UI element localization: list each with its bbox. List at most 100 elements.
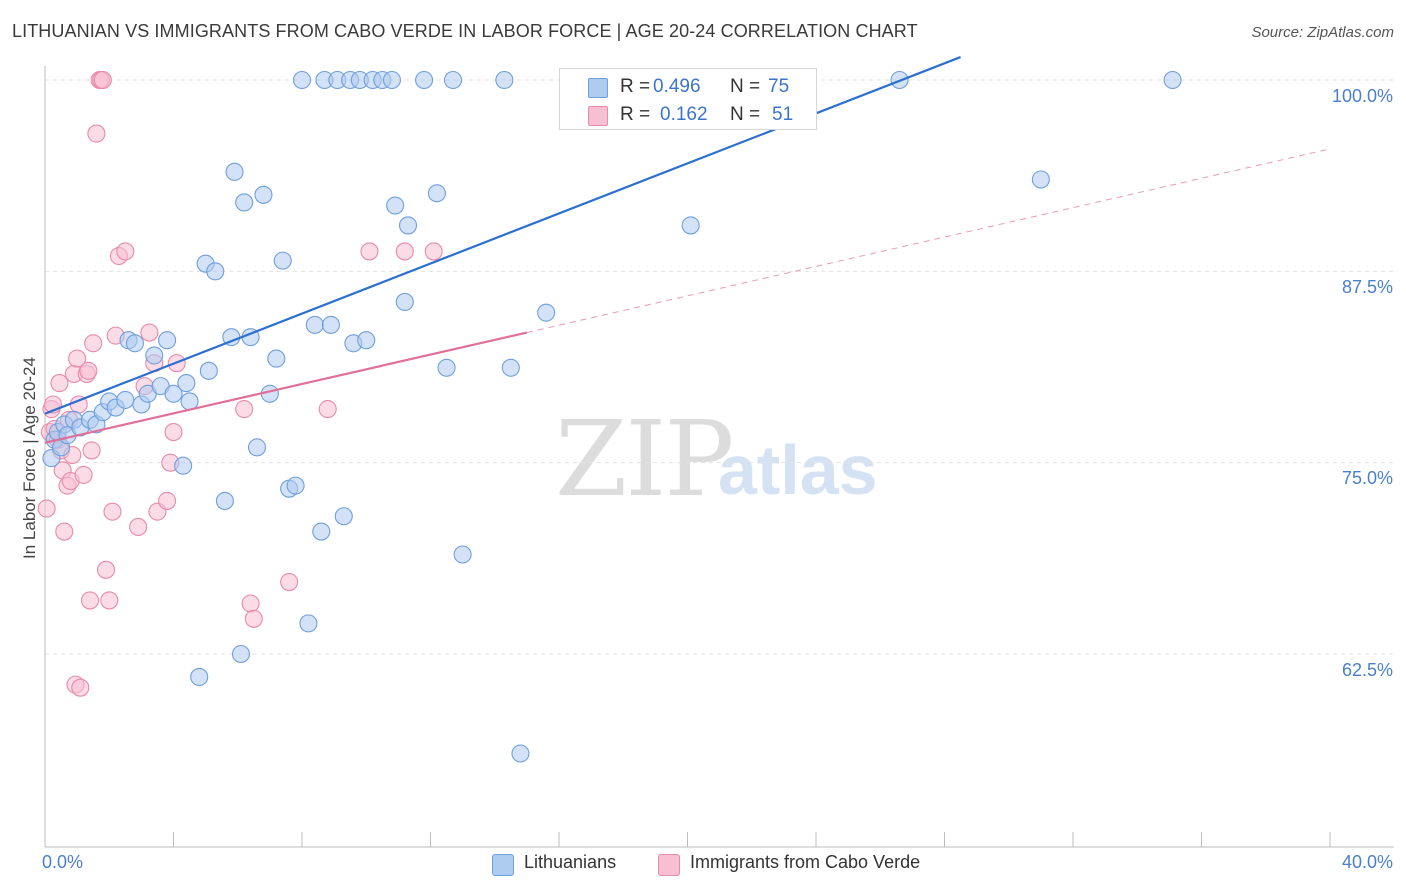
pink-data-point bbox=[87, 124, 106, 143]
stats-row-blue: R = 0.496 N = 75 bbox=[560, 73, 816, 101]
blue-data-point bbox=[145, 346, 164, 365]
blue-data-point bbox=[321, 315, 340, 334]
blue-data-point bbox=[386, 196, 405, 215]
legend-pink-swatch bbox=[658, 854, 680, 876]
pink-data-point bbox=[71, 678, 90, 697]
blue-data-point bbox=[231, 644, 251, 664]
pink-r-value: 0.162 bbox=[660, 104, 708, 125]
gridlines bbox=[45, 79, 1394, 655]
blue-data-point bbox=[199, 361, 218, 380]
legend-label-lithuanians: Lithuanians bbox=[524, 852, 617, 872]
blue-data-point bbox=[116, 390, 135, 409]
pink-data-point bbox=[244, 609, 263, 628]
blue-data-point bbox=[273, 251, 292, 270]
blue-data-point bbox=[453, 545, 472, 564]
axes bbox=[44, 66, 1394, 848]
pink-data-point bbox=[424, 242, 443, 261]
chart-title: LITHUANIAN VS IMMIGRANTS FROM CABO VERDE… bbox=[12, 21, 918, 41]
blue-data-point bbox=[125, 334, 144, 353]
pink-data-point bbox=[84, 334, 103, 353]
pink-data-point bbox=[164, 423, 183, 442]
blue-series-points bbox=[42, 70, 1182, 763]
blue-data-point bbox=[334, 507, 353, 526]
blue-data-point bbox=[164, 384, 183, 403]
watermark-zip: ZIP bbox=[555, 398, 734, 520]
blue-data-point bbox=[427, 184, 446, 203]
y-tick-label-87-5: 87.5% bbox=[1341, 277, 1393, 297]
blue-data-point bbox=[267, 349, 286, 368]
blue-data-point bbox=[225, 162, 244, 181]
source-credit: Source: ZipAtlas.com bbox=[1251, 24, 1394, 41]
blue-data-point bbox=[443, 70, 463, 90]
blue-data-point bbox=[254, 185, 273, 204]
blue-data-point bbox=[415, 70, 434, 90]
blue-data-point bbox=[174, 456, 193, 475]
pink-data-point bbox=[50, 374, 69, 393]
pink-series-points bbox=[37, 70, 443, 697]
blue-data-point bbox=[501, 358, 520, 377]
pink-n-value: 51 bbox=[772, 104, 794, 125]
pink-trend-extension bbox=[526, 148, 1331, 334]
blue-data-point bbox=[681, 216, 700, 235]
pink-data-point bbox=[103, 502, 122, 521]
pink-data-point bbox=[395, 242, 414, 261]
y-tick-label-75: 75.0% bbox=[1341, 468, 1393, 488]
blue-data-point bbox=[398, 216, 418, 235]
pink-trend-line bbox=[44, 331, 528, 444]
pink-data-point bbox=[74, 465, 93, 484]
r-label: R = bbox=[620, 104, 651, 125]
blue-data-point bbox=[158, 331, 177, 350]
blue-data-point bbox=[495, 70, 514, 90]
y-tick-label-62-5: 62.5% bbox=[1341, 660, 1393, 680]
pink-data-point bbox=[158, 491, 177, 510]
watermark-atlas: atlas bbox=[718, 431, 878, 509]
n-label: N = bbox=[730, 104, 761, 125]
y-tick-label-100: 100.0% bbox=[1331, 86, 1393, 106]
legend-label-cabo-verde: Immigrants from Cabo Verde bbox=[690, 852, 921, 872]
x-tick-label-min: 0.0% bbox=[42, 852, 84, 872]
pink-data-point bbox=[241, 594, 260, 613]
blue-data-point bbox=[537, 303, 556, 322]
stats-box: R = 0.496 N = 75 R = 0.162 N = 51 bbox=[559, 68, 817, 130]
blue-data-point bbox=[190, 667, 209, 687]
pink-data-point bbox=[116, 242, 135, 261]
pink-data-point bbox=[129, 517, 148, 537]
blue-data-point bbox=[312, 522, 331, 541]
blue-data-point bbox=[437, 358, 456, 377]
blue-data-point bbox=[247, 438, 267, 457]
pink-data-point bbox=[140, 323, 159, 342]
pink-data-point bbox=[360, 242, 379, 261]
blue-data-point bbox=[382, 70, 402, 90]
r-label: R = bbox=[620, 76, 651, 97]
blue-data-point bbox=[1031, 170, 1050, 189]
blue-swatch bbox=[588, 78, 608, 98]
blue-data-point bbox=[305, 315, 324, 334]
pink-data-point bbox=[318, 400, 337, 419]
pink-data-point bbox=[93, 70, 112, 90]
blue-trend-line bbox=[44, 56, 961, 415]
blue-data-point bbox=[292, 70, 312, 90]
blue-n-value: 75 bbox=[768, 76, 790, 97]
blue-data-point bbox=[235, 193, 254, 212]
blue-data-point bbox=[357, 331, 376, 350]
pink-data-point bbox=[280, 573, 299, 592]
blue-r-value: 0.496 bbox=[653, 76, 701, 97]
legend-blue-swatch bbox=[492, 854, 514, 876]
pink-data-point bbox=[82, 441, 101, 460]
pink-data-point bbox=[37, 499, 56, 518]
blue-data-point bbox=[395, 292, 414, 311]
pink-swatch bbox=[588, 106, 608, 126]
pink-data-point bbox=[80, 591, 100, 610]
blue-data-point bbox=[299, 614, 318, 633]
pink-data-point bbox=[68, 349, 87, 368]
pink-data-point bbox=[100, 591, 119, 610]
blue-data-point bbox=[206, 262, 225, 281]
pink-data-point bbox=[235, 400, 254, 419]
y-axis-label: In Labor Force | Age 20-24 bbox=[20, 357, 39, 559]
pink-data-point bbox=[79, 361, 98, 380]
blue-data-point bbox=[177, 374, 196, 393]
x-tick-label-max: 40.0% bbox=[1341, 852, 1393, 872]
pink-data-point bbox=[96, 560, 116, 579]
stats-row-pink: R = 0.162 N = 51 bbox=[560, 101, 816, 129]
